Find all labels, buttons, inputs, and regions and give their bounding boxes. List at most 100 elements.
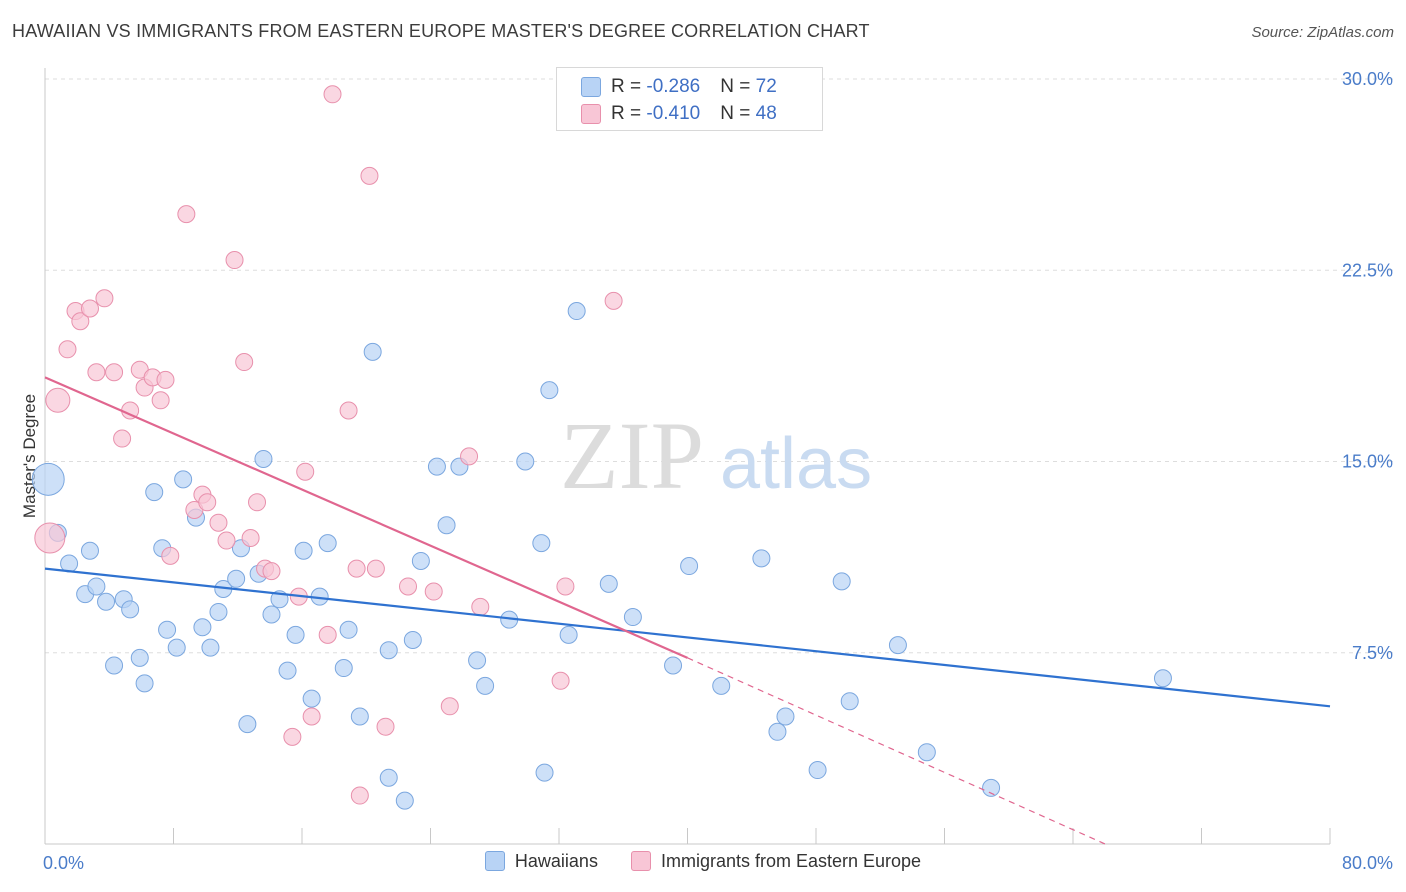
point-immigrants	[556, 577, 575, 596]
point-hawaiians	[559, 625, 578, 644]
point-immigrants	[551, 671, 570, 690]
point-immigrants	[424, 582, 443, 601]
point-immigrants	[360, 166, 379, 185]
legend-n-value: 48	[755, 103, 777, 124]
point-hawaiians	[87, 577, 106, 596]
point-immigrants	[71, 312, 90, 331]
point-immigrants	[262, 562, 281, 581]
point-hawaiians	[982, 778, 1001, 797]
legend-n-label: N =	[720, 76, 756, 97]
point-hawaiians	[540, 381, 559, 400]
bottom-legend-swatch-blue	[484, 851, 505, 871]
point-immigrants	[58, 340, 77, 359]
watermark: ZIP atlas	[560, 402, 872, 509]
point-hawaiians	[174, 470, 193, 489]
point-immigrants	[302, 707, 321, 726]
point-hawaiians	[535, 763, 554, 782]
bottom-legend-label: Hawaiians	[514, 851, 598, 871]
data-points	[31, 85, 1172, 810]
bottom-legend-hawaiians: Hawaiians	[484, 851, 598, 872]
bottom-legend: Hawaiians Immigrants from Eastern Europe	[0, 851, 1406, 872]
y-tick-label: 7.5%	[1352, 643, 1393, 663]
point-hawaiians	[712, 676, 731, 695]
point-immigrants	[323, 85, 342, 104]
legend-r-label: R =	[611, 103, 647, 124]
point-hawaiians	[286, 625, 305, 644]
point-hawaiians	[516, 452, 535, 471]
point-immigrants	[156, 370, 175, 389]
point-immigrants	[235, 353, 254, 372]
source-label: Source: ZipAtlas.com	[1251, 24, 1394, 41]
point-hawaiians	[832, 572, 851, 591]
point-hawaiians	[363, 342, 382, 361]
legend-r-value: -0.410	[646, 103, 701, 124]
point-hawaiians	[411, 551, 430, 570]
legend-row-immigrants: R = -0.410 N = 48	[581, 103, 777, 125]
point-hawaiians	[302, 689, 321, 708]
point-hawaiians	[840, 692, 859, 711]
point-hawaiians	[31, 462, 65, 496]
legend-r-value: -0.286	[646, 76, 701, 97]
point-immigrants	[113, 429, 132, 448]
point-immigrants	[347, 559, 366, 578]
point-immigrants	[440, 697, 459, 716]
point-immigrants	[209, 513, 228, 532]
trend-line-immigrants	[44, 376, 688, 659]
point-immigrants	[296, 462, 315, 481]
point-hawaiians	[334, 659, 353, 678]
point-immigrants	[399, 577, 418, 596]
point-hawaiians	[227, 569, 246, 588]
tick-labels: 7.5% 15.0% 22.5% 30.0% 0.0% 80.0%	[43, 69, 1393, 873]
point-immigrants	[366, 559, 385, 578]
point-immigrants	[604, 291, 623, 310]
bottom-legend-immigrants: Immigrants from Eastern Europe	[630, 851, 921, 872]
point-immigrants	[225, 251, 244, 270]
point-hawaiians	[808, 761, 827, 780]
trend-line-hawaiians	[44, 567, 1331, 708]
y-tick-label: 30.0%	[1342, 69, 1393, 89]
legend: R = -0.286 N = 72 R = -0.410 N = 48	[556, 67, 823, 131]
point-hawaiians	[238, 715, 257, 734]
point-hawaiians	[567, 302, 586, 321]
legend-n-value: 72	[755, 76, 777, 97]
point-hawaiians	[664, 656, 683, 675]
x-tick-label: 0.0%	[43, 853, 84, 873]
trend-lines	[44, 376, 1331, 845]
point-hawaiians	[476, 676, 495, 695]
point-hawaiians	[680, 557, 699, 576]
point-immigrants	[376, 717, 395, 736]
point-hawaiians	[294, 541, 313, 560]
point-hawaiians	[395, 791, 414, 810]
point-hawaiians	[532, 534, 551, 553]
point-hawaiians	[201, 638, 220, 657]
point-hawaiians	[379, 768, 398, 787]
axes	[44, 68, 1331, 845]
point-immigrants	[105, 363, 124, 382]
point-hawaiians	[403, 631, 422, 649]
trend-line-immigrants-extension	[687, 657, 1106, 845]
point-hawaiians	[437, 516, 456, 535]
point-hawaiians	[193, 618, 212, 637]
point-hawaiians	[121, 600, 140, 619]
point-hawaiians	[776, 707, 795, 726]
point-hawaiians	[145, 483, 164, 502]
watermark-atlas: atlas	[720, 424, 872, 504]
legend-swatch-blue	[581, 76, 601, 97]
point-immigrants	[471, 597, 490, 616]
point-immigrants	[198, 493, 217, 512]
point-immigrants	[151, 391, 170, 410]
point-hawaiians	[318, 534, 337, 553]
point-immigrants	[161, 546, 180, 565]
y-tick-label: 15.0%	[1342, 452, 1393, 472]
point-immigrants	[248, 493, 267, 512]
point-immigrants	[283, 727, 302, 746]
point-hawaiians	[158, 620, 177, 639]
point-immigrants	[45, 387, 71, 413]
point-hawaiians	[427, 457, 446, 476]
legend-row-hawaiians: R = -0.286 N = 72	[581, 76, 777, 98]
y-tick-label: 22.5%	[1342, 260, 1393, 280]
point-hawaiians	[97, 592, 116, 611]
chart-title: HAWAIIAN VS IMMIGRANTS FROM EASTERN EURO…	[12, 21, 870, 41]
bottom-legend-swatch-pink	[630, 851, 651, 871]
